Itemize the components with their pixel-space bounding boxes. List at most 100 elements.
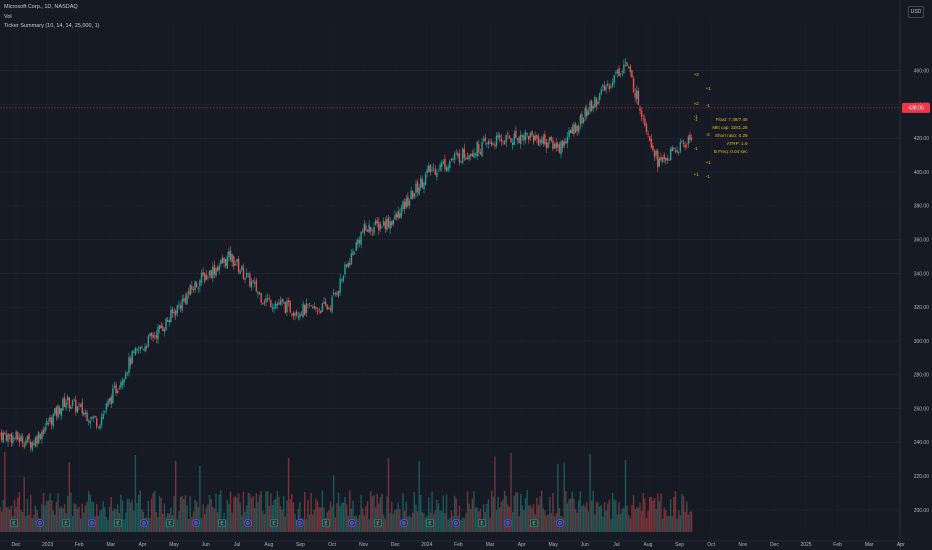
candle-body[interactable] xyxy=(10,433,12,443)
candle-body[interactable] xyxy=(355,242,357,251)
candle-body[interactable] xyxy=(397,211,399,218)
candle-body[interactable] xyxy=(265,298,267,303)
candle-body[interactable] xyxy=(453,154,456,160)
candle-body[interactable] xyxy=(611,82,614,86)
candle-body[interactable] xyxy=(333,292,335,295)
candle-body[interactable] xyxy=(373,227,375,234)
candle-body[interactable] xyxy=(292,312,295,317)
candle-body[interactable] xyxy=(618,68,620,77)
candle-body[interactable] xyxy=(312,307,314,308)
candle-body[interactable] xyxy=(626,62,628,67)
candle-body[interactable] xyxy=(484,137,486,142)
candle-body[interactable] xyxy=(490,141,493,146)
candle-body[interactable] xyxy=(621,71,623,72)
candle-body[interactable] xyxy=(212,267,214,278)
candle-body[interactable] xyxy=(608,85,611,90)
dividend-badge[interactable]: D xyxy=(452,519,460,527)
candle-body[interactable] xyxy=(363,223,366,234)
earnings-badge[interactable]: E xyxy=(166,519,174,527)
candle-body[interactable] xyxy=(341,279,343,281)
candle-body[interactable] xyxy=(482,139,485,141)
candle-body[interactable] xyxy=(549,136,551,141)
earnings-badge[interactable]: E xyxy=(530,519,538,527)
candle-body[interactable] xyxy=(629,66,632,73)
candle-body[interactable] xyxy=(305,303,308,314)
candle-body[interactable] xyxy=(582,117,585,123)
candle-body[interactable] xyxy=(68,397,71,409)
candle-body[interactable] xyxy=(613,75,615,83)
candle-body[interactable] xyxy=(476,141,478,157)
candle-body[interactable] xyxy=(413,193,416,197)
candle-body[interactable] xyxy=(534,135,536,140)
candle-body[interactable] xyxy=(99,425,101,429)
candle-body[interactable] xyxy=(54,408,56,414)
candle-body[interactable] xyxy=(15,431,17,440)
candle-body[interactable] xyxy=(439,164,441,171)
candle-body[interactable] xyxy=(221,257,224,264)
candle-body[interactable] xyxy=(78,404,80,406)
candle-body[interactable] xyxy=(184,297,187,303)
candle-body[interactable] xyxy=(628,66,630,68)
candle-body[interactable] xyxy=(644,118,646,126)
candle-body[interactable] xyxy=(382,221,385,226)
candle-body[interactable] xyxy=(571,126,574,134)
candle-body[interactable] xyxy=(297,316,299,318)
candle-body[interactable] xyxy=(592,106,594,109)
candle-body[interactable] xyxy=(42,429,45,434)
candle-body[interactable] xyxy=(449,160,451,168)
candle-body[interactable] xyxy=(357,240,359,245)
candle-body[interactable] xyxy=(200,273,203,283)
candle-body[interactable] xyxy=(105,403,108,411)
candle-body[interactable] xyxy=(160,325,162,329)
candle-body[interactable] xyxy=(320,310,322,314)
candle-body[interactable] xyxy=(465,158,467,160)
candle-body[interactable] xyxy=(653,150,656,158)
candle-body[interactable] xyxy=(647,133,649,135)
candle-body[interactable] xyxy=(665,157,667,161)
candle-body[interactable] xyxy=(128,357,130,373)
candle-body[interactable] xyxy=(349,262,351,266)
candle-body[interactable] xyxy=(49,417,51,423)
candle-body[interactable] xyxy=(560,141,562,154)
candle-body[interactable] xyxy=(62,398,64,411)
candle-body[interactable] xyxy=(254,282,256,284)
candle-body[interactable] xyxy=(358,239,361,243)
candle-body[interactable] xyxy=(515,130,517,139)
candle-body[interactable] xyxy=(129,358,132,366)
candle-body[interactable] xyxy=(286,300,288,313)
candle-body[interactable] xyxy=(287,300,290,303)
candle-body[interactable] xyxy=(84,412,87,415)
candle-body[interactable] xyxy=(239,270,241,274)
candle-body[interactable] xyxy=(218,265,220,270)
candle-body[interactable] xyxy=(495,136,498,146)
candle-body[interactable] xyxy=(0,433,1,435)
candle-body[interactable] xyxy=(529,133,532,139)
candle-body[interactable] xyxy=(328,308,330,309)
candle-body[interactable] xyxy=(258,292,261,295)
candle-body[interactable] xyxy=(386,218,388,230)
candle-body[interactable] xyxy=(370,226,372,232)
candle-body[interactable] xyxy=(394,215,396,220)
candle-body[interactable] xyxy=(257,291,259,294)
candle-body[interactable] xyxy=(299,313,301,318)
candle-body[interactable] xyxy=(655,151,657,156)
candle-body[interactable] xyxy=(92,416,95,418)
dividend-badge[interactable]: D xyxy=(556,519,564,527)
candle-body[interactable] xyxy=(502,140,504,142)
candle-body[interactable] xyxy=(241,265,243,270)
candle-body[interactable] xyxy=(442,161,445,164)
candle-body[interactable] xyxy=(155,335,158,339)
candle-body[interactable] xyxy=(610,85,612,88)
candle-body[interactable] xyxy=(262,303,264,305)
candle-body[interactable] xyxy=(431,170,433,171)
candle-body[interactable] xyxy=(663,154,665,160)
candle-body[interactable] xyxy=(202,272,204,276)
candle-body[interactable] xyxy=(544,134,546,145)
candle-body[interactable] xyxy=(365,225,367,231)
candle-body[interactable] xyxy=(83,412,85,415)
earnings-badge[interactable]: E xyxy=(322,519,330,527)
candle-body[interactable] xyxy=(636,89,638,100)
earnings-badge[interactable]: E xyxy=(374,519,382,527)
candle-body[interactable] xyxy=(144,346,146,352)
